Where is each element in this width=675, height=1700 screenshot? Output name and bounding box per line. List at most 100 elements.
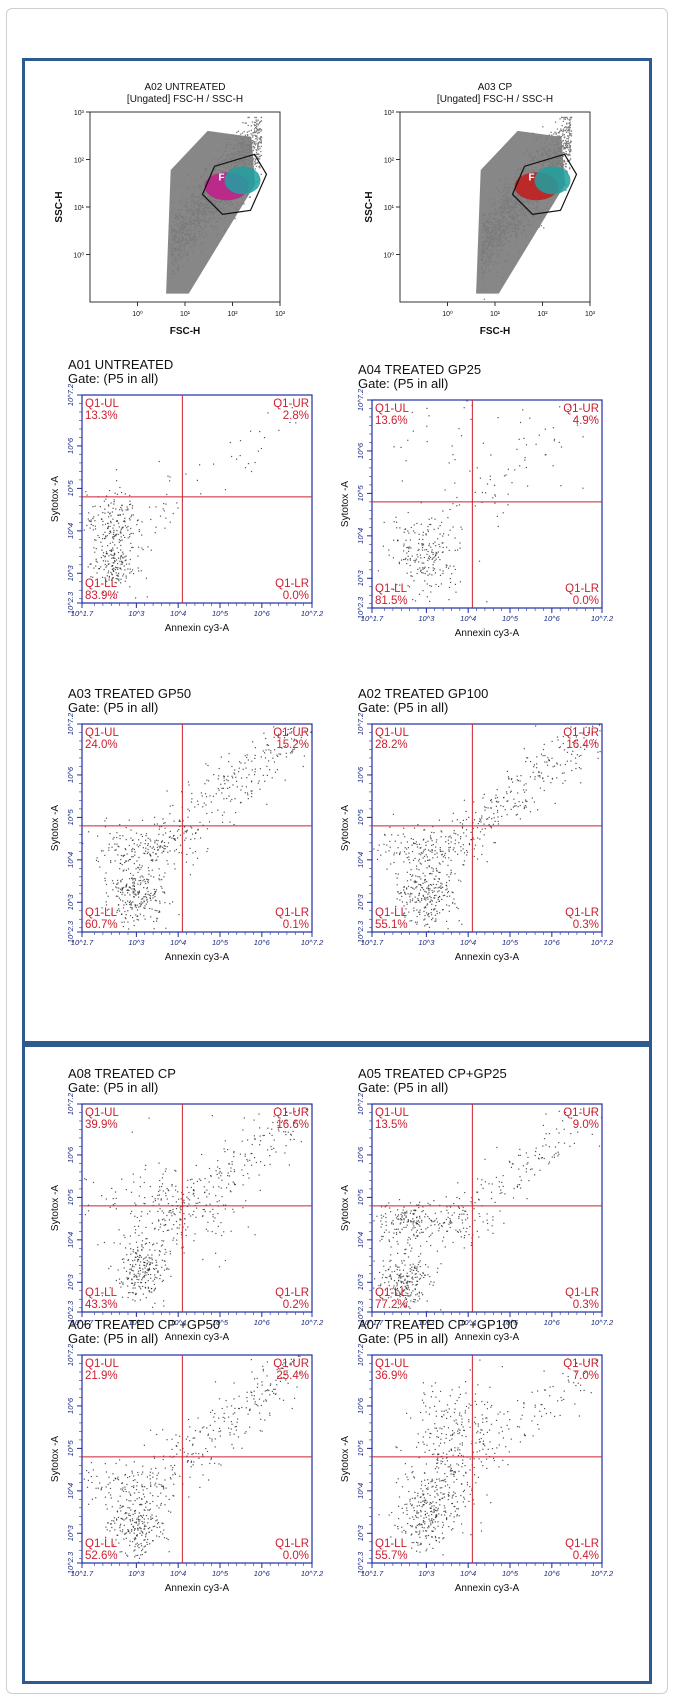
q-a04-event [494, 494, 496, 496]
fsc-a02-event [256, 126, 258, 128]
q-a03-event [155, 900, 157, 902]
q-a03-event [197, 829, 199, 831]
q-a03-event [272, 757, 274, 759]
q-a01-event [131, 546, 133, 549]
q-a03-event [289, 752, 292, 754]
q-a03-event [140, 879, 142, 882]
q-a02-event [409, 920, 411, 922]
q-a02-event [456, 906, 458, 908]
q-a02-x-tick-label: 10^4 [460, 938, 476, 947]
q-a03-event [201, 795, 203, 797]
q-a04-event [544, 428, 546, 430]
q-a01-event [137, 555, 139, 557]
q-a03-event [182, 820, 184, 822]
q-a03-event [194, 806, 196, 808]
q-a01-event [101, 549, 103, 551]
q-a03-event [266, 765, 268, 767]
q-a03-event [245, 767, 247, 769]
q-a04-y-axis-label: Sytotox -A [340, 481, 351, 527]
q-a04-x-axis-label: Annexin cy3-A [455, 628, 520, 639]
q-a01-event [112, 565, 114, 567]
q-a02-event [416, 923, 418, 925]
q-a03-event [169, 850, 171, 852]
fsc-a02-event [255, 138, 257, 140]
q-a02-event [446, 895, 448, 898]
q-a03-event [145, 847, 147, 849]
q-a03-event [277, 755, 279, 757]
q-a04-event [407, 555, 409, 557]
q-a03-event [223, 811, 225, 813]
q-a01-event [145, 577, 147, 579]
q-a04-event [553, 438, 556, 440]
q-a03-event [151, 847, 153, 849]
q-a01-event [130, 527, 132, 530]
q-a02-x-tick-label: 10^3 [418, 938, 435, 947]
q-a01-event [117, 514, 119, 516]
q-a04-event [433, 528, 435, 530]
q-a04-event [490, 454, 492, 456]
q-a03-event [137, 871, 139, 873]
q-a01-event [106, 553, 108, 555]
q-a01-event [107, 545, 109, 547]
q-a03-event [147, 893, 149, 895]
q-a02-event [534, 776, 536, 778]
fsc-a02-gated-population-2 [224, 166, 261, 195]
q-a03-event [130, 837, 132, 839]
q-a03-event [157, 849, 159, 851]
q-a01-event [107, 522, 109, 525]
q-a02-event [482, 845, 484, 847]
q-a01-event [120, 530, 122, 532]
q-a02-event [426, 904, 428, 906]
q-a01-event [102, 576, 104, 578]
q-a03-event [125, 860, 127, 862]
q-a03-event [137, 919, 140, 921]
q-a01-event [128, 517, 131, 520]
fsc-a02-event [258, 131, 260, 134]
q-a03-event [159, 900, 161, 902]
q-a04-event [418, 538, 420, 540]
q-a04-event [403, 543, 405, 545]
q-a01-event [122, 551, 124, 553]
q-a01-event [104, 560, 107, 562]
fsc-a03-event [568, 122, 570, 124]
q-a03-event [104, 826, 106, 828]
q-a03-y-tick-label: 10^6 [66, 766, 75, 783]
fsc-a02-event [259, 165, 261, 167]
q-a04-event [428, 543, 430, 545]
q-a01-event [130, 516, 132, 518]
q-a03-event [184, 826, 186, 828]
q-a01-event [112, 507, 114, 509]
q-a03-event [159, 847, 161, 849]
q-a03-event [178, 852, 180, 854]
q-a02-event [418, 899, 420, 902]
q-a04-event [431, 517, 433, 519]
q-a02-event [458, 879, 460, 881]
q-a02-event [450, 871, 452, 874]
q-a01-event [122, 575, 124, 577]
q-a08-event [132, 1251, 134, 1253]
q-a02-event [507, 776, 510, 778]
fsc-a02-event [255, 124, 257, 126]
q-a04-event [427, 525, 429, 528]
q-a03-event [174, 850, 176, 852]
q-a03-event [132, 885, 134, 887]
q-a03-event [114, 843, 116, 845]
q-a02-event [566, 760, 568, 762]
q-a02-event [516, 779, 518, 781]
fsc-a03-event [548, 134, 550, 136]
q-a04-event [412, 530, 415, 532]
q-a02-event [376, 858, 379, 860]
q-a01-event [104, 538, 106, 540]
q-a03-event [155, 839, 157, 841]
q-a02-event [491, 801, 493, 803]
q-a04-event [582, 436, 584, 438]
q-a02-event [532, 771, 534, 773]
q-a01-lr-label: Q1-LR [275, 578, 309, 590]
fsc-a03-event [565, 150, 567, 153]
q-a03-event [265, 749, 267, 751]
fsc-a02-event [254, 131, 256, 133]
q-a03-x-tick-label: 10^1.7 [71, 938, 94, 947]
q-a04-event [453, 565, 455, 567]
q-a04-event [423, 567, 425, 569]
q-a02-event [424, 914, 426, 917]
